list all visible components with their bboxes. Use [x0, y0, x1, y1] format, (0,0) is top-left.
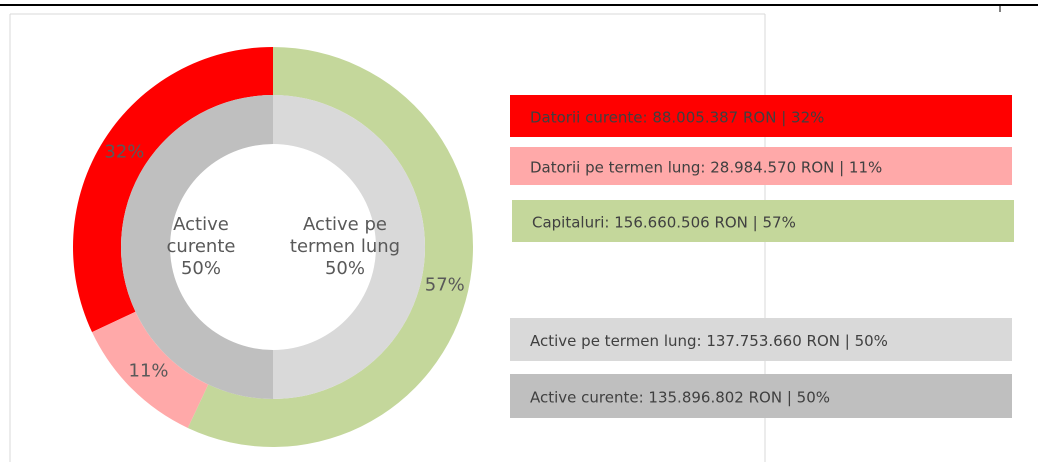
donut-segment [273, 95, 425, 399]
label-line: Active [173, 214, 229, 235]
legend-label: Active curente: 135.896.802 RON | 50% [530, 389, 830, 407]
legend-box [510, 318, 1012, 361]
legend-label: Active pe termen lung: 137.753.660 RON |… [530, 332, 888, 350]
donut-segment [92, 311, 209, 428]
donut-segment [73, 47, 274, 333]
legend-box [510, 95, 1012, 137]
segment-label: 11% [129, 360, 169, 381]
donut-segment [121, 95, 273, 399]
segment-label: 32% [104, 142, 144, 163]
legend-box [510, 147, 1012, 185]
segment-label: Active pe termen lung 50% [290, 214, 400, 279]
donut-segment [187, 47, 474, 447]
segment-label: Active curente 50% [167, 214, 236, 279]
legend-box [512, 200, 1014, 242]
legend-box [510, 374, 1012, 418]
segment-label: 57% [425, 274, 465, 295]
legend-label: Datorii curente: 88.005.387 RON | 32% [530, 109, 824, 127]
label-line: curente [167, 236, 236, 257]
legend-label: Datorii pe termen lung: 28.984.570 RON |… [530, 159, 882, 177]
label-line: Active pe [303, 214, 387, 235]
label-value: 50% [325, 258, 365, 279]
label-value: 50% [181, 258, 221, 279]
legend-label: Capitaluri: 156.660.506 RON | 57% [532, 214, 796, 232]
label-line: termen lung [290, 236, 400, 257]
